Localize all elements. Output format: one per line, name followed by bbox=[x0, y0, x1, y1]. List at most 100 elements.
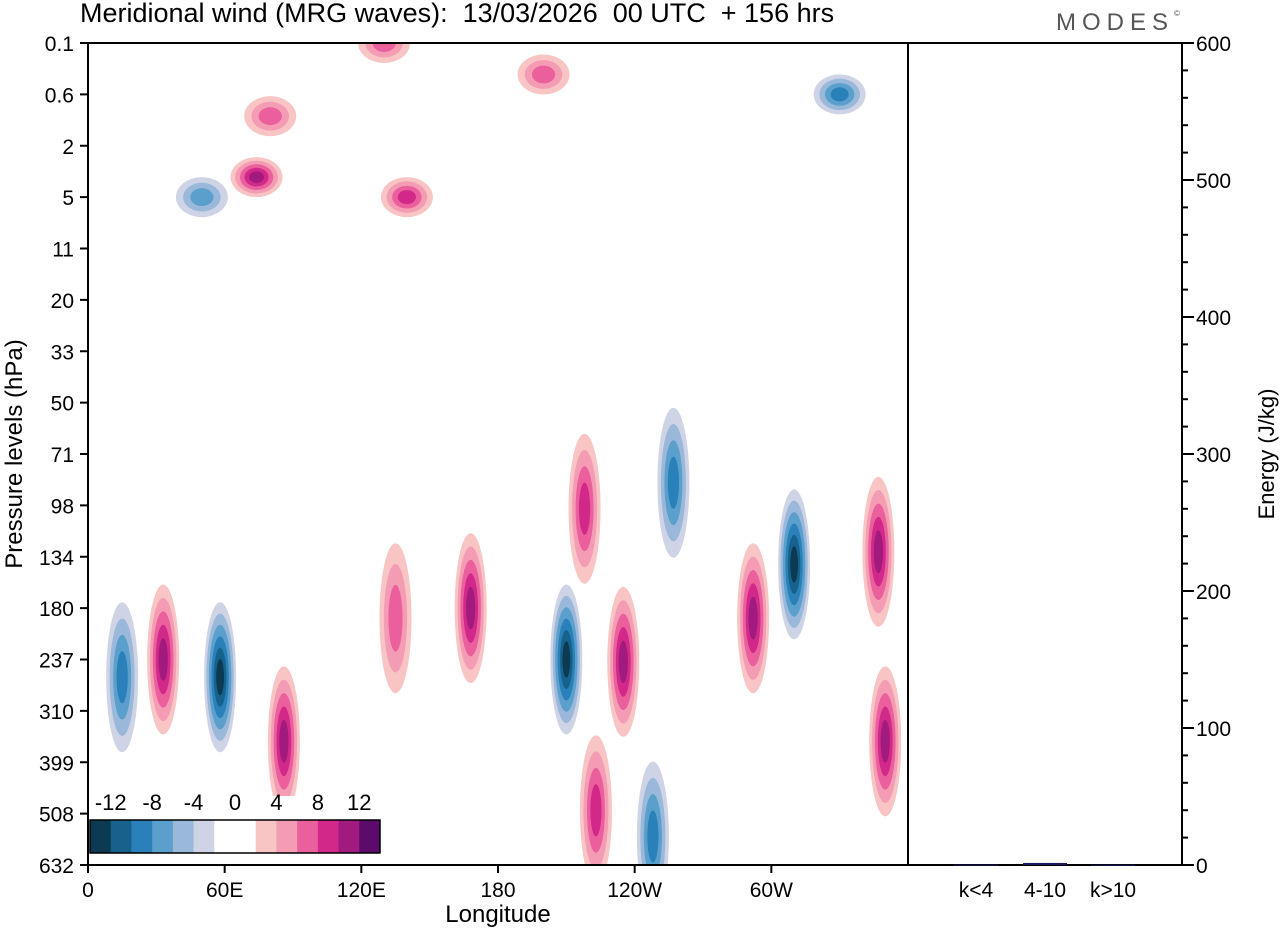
y-tick-label: 98 bbox=[51, 495, 74, 518]
feature-positive-9 bbox=[147, 584, 180, 735]
brand-text: MODES bbox=[1056, 9, 1175, 36]
colorbar: -12 -8 -4 0 4 8 12 bbox=[89, 790, 381, 864]
contour-positive-20-4 bbox=[873, 530, 883, 574]
colorbar-swatch-9 bbox=[276, 820, 298, 853]
energy-category-label: k<4 bbox=[959, 879, 994, 902]
feature-positive-20 bbox=[862, 476, 895, 627]
contour-negative-5-3 bbox=[830, 87, 849, 102]
feature-negative-13 bbox=[550, 584, 583, 735]
contour-negative-22-3 bbox=[647, 810, 659, 863]
contour-negative-17-3 bbox=[667, 456, 679, 509]
y-tick-label: 20 bbox=[51, 290, 74, 313]
feature-positive-11 bbox=[454, 533, 487, 684]
feature-negative-22 bbox=[636, 761, 669, 865]
feature-negative-19 bbox=[778, 489, 811, 640]
y-tick-label: 399 bbox=[39, 752, 74, 775]
contour-positive-12-2 bbox=[388, 584, 403, 652]
x-tick-label: 120W bbox=[607, 879, 662, 902]
y-axis-label: Pressure levels (hPa) bbox=[1, 339, 28, 568]
colorbar-swatch-8 bbox=[255, 820, 277, 853]
energy-tick-label: 500 bbox=[1196, 170, 1231, 193]
energy-bars: k<4 4-10 k>10 bbox=[954, 862, 1136, 902]
energy-category-label: 4-10 bbox=[1024, 879, 1066, 902]
colorbar-label: -8 bbox=[142, 790, 162, 815]
colorbar-swatch-0 bbox=[90, 820, 112, 853]
feature-negative-17 bbox=[657, 407, 690, 558]
colorbar-swatch-1 bbox=[110, 820, 132, 853]
colorbar-label: 12 bbox=[347, 790, 371, 815]
modes-logo: MODES© bbox=[1056, 9, 1180, 37]
heatmap-frame bbox=[87, 42, 909, 866]
contour-negative-7-5 bbox=[216, 659, 225, 696]
contour-negative-13-5 bbox=[562, 641, 571, 678]
colorbar-swatch-11 bbox=[317, 820, 340, 853]
y-tick-label: 11 bbox=[52, 239, 74, 262]
contour-positive-3-2 bbox=[372, 43, 396, 52]
colorbar-swatch-6 bbox=[214, 820, 236, 853]
contour-negative-8-3 bbox=[116, 651, 128, 704]
y-tick-label: 237 bbox=[39, 650, 74, 673]
feature-positive-15 bbox=[579, 735, 612, 865]
y-tick-label: 2 bbox=[62, 136, 74, 159]
brand-mark: © bbox=[1174, 9, 1180, 18]
colorbar-swatch-10 bbox=[297, 820, 319, 853]
energy-axis-label: Energy (J/kg) bbox=[1254, 389, 1279, 520]
feature-positive-14 bbox=[607, 586, 640, 737]
colorbar-label: -4 bbox=[184, 790, 204, 815]
x-tick-label: 60W bbox=[750, 879, 793, 902]
chart-title: Meridional wind (MRG waves): 13/03/2026 … bbox=[80, 0, 835, 28]
y-tick-label: 5 bbox=[62, 187, 74, 210]
contour-positive-4-2 bbox=[531, 65, 556, 84]
y-tick-label: 134 bbox=[39, 547, 74, 570]
energy-tick-label: 0 bbox=[1196, 855, 1208, 878]
colorbar-swatch-12 bbox=[338, 820, 360, 853]
energy-panel-frame bbox=[907, 42, 1183, 866]
colorbar-label: 4 bbox=[270, 790, 282, 815]
contour-positive-0-4 bbox=[249, 171, 264, 183]
contour-positive-15-3 bbox=[590, 784, 602, 837]
contour-negative-19-5 bbox=[790, 546, 799, 583]
energy-bar-0 bbox=[954, 864, 998, 866]
contour-positive-2-2 bbox=[258, 107, 282, 126]
contour-positive-1-3 bbox=[397, 190, 416, 205]
axes: 0.1 0.6 2 5 11 20 33 50 71 98 134 180 237 310 399 508 63… bbox=[1, 33, 1279, 928]
energy-bar-1 bbox=[1023, 862, 1067, 865]
contour-positive-16-3 bbox=[578, 482, 591, 535]
energy-category-label: k>10 bbox=[1090, 879, 1136, 902]
contour-positive-11-4 bbox=[466, 586, 476, 630]
y-tick-label: 71 bbox=[51, 444, 74, 467]
y-tick-label: 310 bbox=[39, 701, 74, 724]
feature-positive-18 bbox=[737, 543, 770, 694]
contour-positive-10-4 bbox=[279, 719, 289, 763]
feature-positive-1 bbox=[380, 177, 433, 218]
colorbar-frame bbox=[89, 819, 381, 854]
feature-positive-2 bbox=[244, 96, 297, 137]
colorbar-label: -12 bbox=[95, 790, 127, 815]
contour-positive-18-4 bbox=[748, 596, 758, 640]
feature-positive-3 bbox=[358, 43, 411, 63]
y-tick-label: 180 bbox=[39, 598, 74, 621]
colorbar-swatch-2 bbox=[131, 820, 153, 853]
energy-tick-label: 100 bbox=[1196, 718, 1231, 741]
colorbar-swatch-4 bbox=[172, 820, 195, 853]
colorbar-swatch-5 bbox=[193, 820, 215, 853]
energy-tick-label: 600 bbox=[1196, 33, 1231, 56]
x-tick-label: 60E bbox=[206, 879, 243, 902]
y-tick-label: 33 bbox=[51, 341, 74, 364]
feature-negative-6 bbox=[175, 177, 228, 218]
x-tick-label: 120E bbox=[337, 879, 386, 902]
colorbar-swatch-13 bbox=[359, 820, 381, 853]
colorbar-swatch-3 bbox=[152, 820, 174, 853]
contour-positive-9-4 bbox=[158, 638, 168, 681]
feature-positive-4 bbox=[517, 54, 570, 95]
feature-positive-10 bbox=[267, 666, 300, 817]
x-tick-label: 180 bbox=[480, 879, 515, 902]
colorbar-label: 8 bbox=[312, 790, 324, 815]
y-tick-label: 632 bbox=[39, 855, 74, 878]
contour-negative-6-2 bbox=[190, 188, 214, 207]
x-tick-label: 0 bbox=[82, 879, 94, 902]
feature-negative-8 bbox=[106, 602, 139, 753]
colorbar-label: 0 bbox=[229, 790, 241, 815]
colorbar-swatch-7 bbox=[235, 820, 257, 853]
